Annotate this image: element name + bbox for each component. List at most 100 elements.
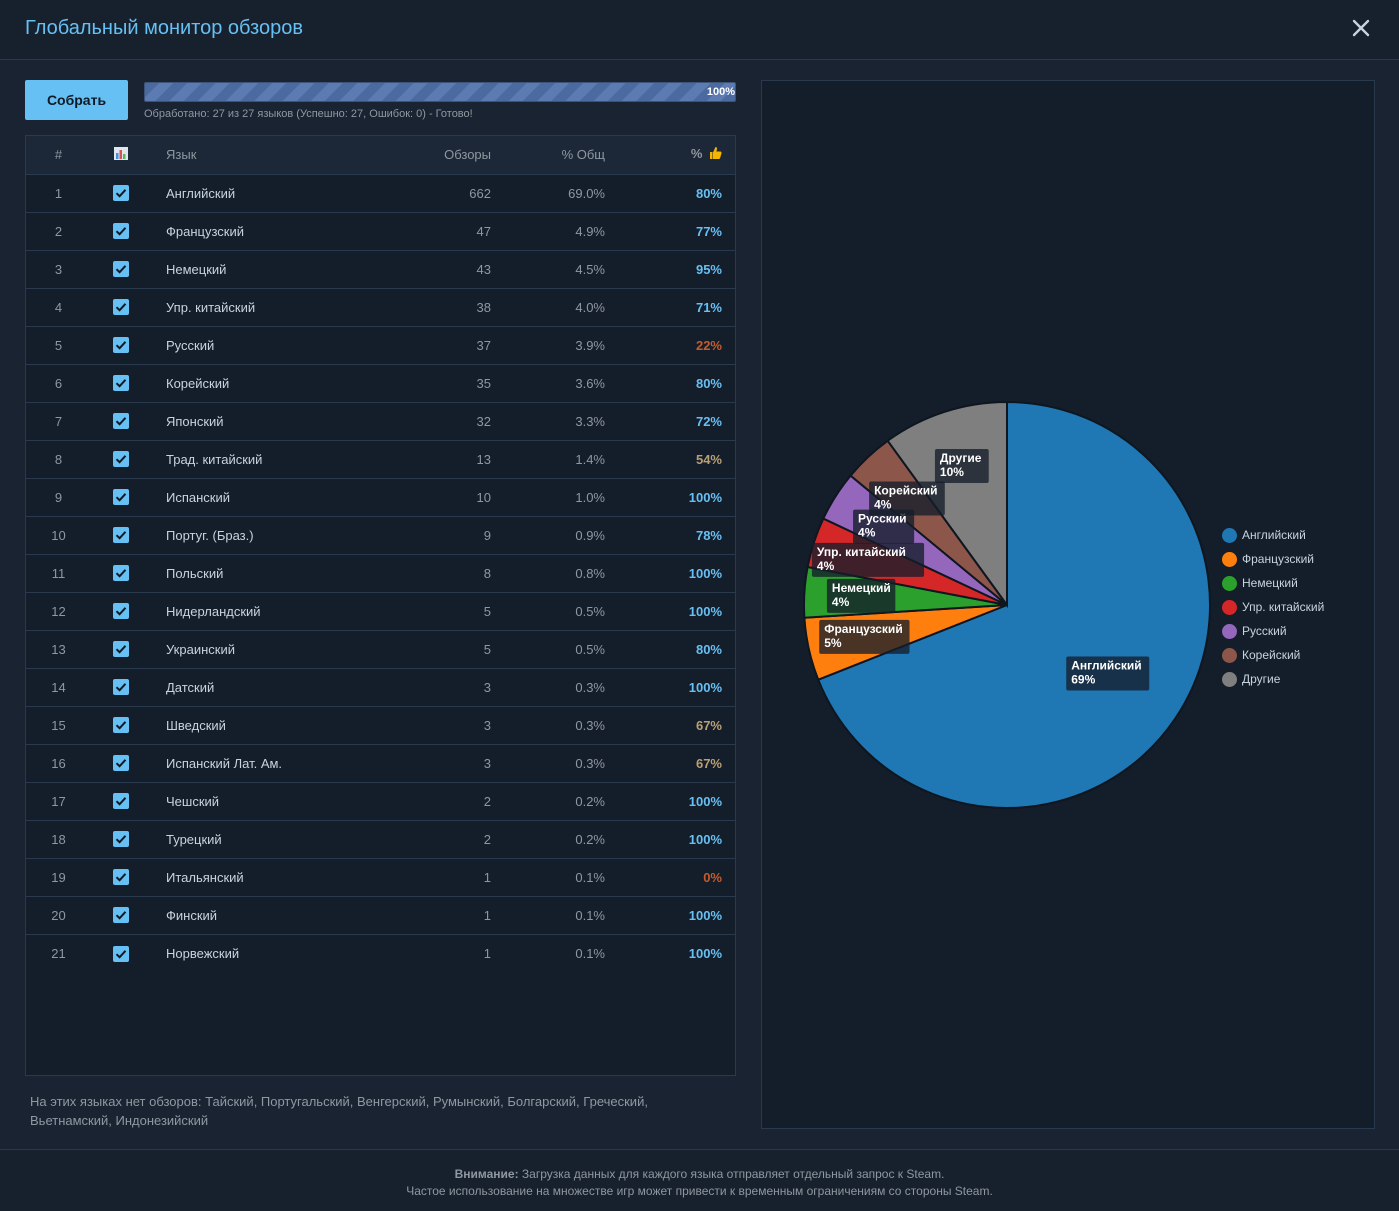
col-header-num[interactable]: # xyxy=(54,147,63,163)
table-row[interactable]: 2 Французский 47 4.9% 77% xyxy=(26,212,735,250)
row-checkbox[interactable] xyxy=(113,679,129,696)
pie-label-value: 5% xyxy=(824,636,842,650)
col-header-pct-positive[interactable]: % xyxy=(605,136,735,174)
row-checkbox[interactable] xyxy=(113,337,129,354)
close-icon[interactable] xyxy=(1349,16,1373,40)
table-row[interactable]: 6 Корейский 35 3.6% 80% xyxy=(26,364,735,402)
row-reviews: 38 xyxy=(476,299,491,315)
row-checkbox[interactable] xyxy=(113,451,129,468)
row-pct-positive: 80% xyxy=(695,641,722,657)
table-row[interactable]: 12 Нидерландский 5 0.5% 100% xyxy=(26,592,735,630)
footer-line-2: Частое использование на множестве игр мо… xyxy=(406,1184,993,1198)
row-checkbox[interactable] xyxy=(113,641,129,658)
col-header-pct-positive-label: % xyxy=(690,146,703,162)
legend-item[interactable]: Русский xyxy=(1222,619,1324,643)
row-pct-positive: 100% xyxy=(688,793,722,809)
row-pct-positive: 100% xyxy=(688,489,722,505)
row-checkbox[interactable] xyxy=(113,717,129,734)
pie-slice[interactable] xyxy=(816,400,1211,809)
row-checkbox[interactable] xyxy=(113,755,129,772)
row-checkbox[interactable] xyxy=(113,565,129,582)
row-reviews: 32 xyxy=(476,413,491,429)
table-row[interactable]: 15 Шведский 3 0.3% 67% xyxy=(26,706,735,744)
row-checkbox[interactable] xyxy=(113,375,129,392)
table-row[interactable]: 8 Трад. китайский 13 1.4% 54% xyxy=(26,440,735,478)
row-reviews: 5 xyxy=(483,641,491,657)
pie-label-bg xyxy=(869,481,945,516)
row-checkbox[interactable] xyxy=(113,299,129,316)
row-reviews: 1 xyxy=(483,907,491,923)
row-pct-total: 3.9% xyxy=(575,337,605,353)
row-pct-total: 4.5% xyxy=(575,261,605,277)
row-checkbox[interactable] xyxy=(113,185,129,202)
legend-item[interactable]: Английский xyxy=(1222,523,1324,547)
row-pct-total: 4.9% xyxy=(575,223,605,239)
row-pct-positive: 0% xyxy=(703,869,722,885)
row-checkbox-cell xyxy=(91,402,151,440)
table-row[interactable]: 20 Финский 1 0.1% 100% xyxy=(26,896,735,934)
footer-warning-label: Внимание: xyxy=(454,1167,519,1181)
row-reviews: 8 xyxy=(483,565,491,581)
row-language: Французский xyxy=(166,223,244,239)
col-header-reviews[interactable]: Обзоры xyxy=(444,147,491,163)
row-checkbox-cell xyxy=(91,440,151,478)
table-row[interactable]: 13 Украинский 5 0.5% 80% xyxy=(26,630,735,668)
table-row[interactable]: 17 Чешский 2 0.2% 100% xyxy=(26,782,735,820)
pie-label-value: 4% xyxy=(832,595,850,609)
legend-item[interactable]: Французский xyxy=(1222,547,1324,571)
col-header-chart[interactable] xyxy=(91,136,151,174)
progress-label: 100% xyxy=(706,86,735,98)
row-reviews: 37 xyxy=(476,337,491,353)
pie-label-bg xyxy=(811,542,925,577)
table-row[interactable]: 9 Испанский 10 1.0% 100% xyxy=(26,478,735,516)
table-row[interactable]: 4 Упр. китайский 38 4.0% 71% xyxy=(26,288,735,326)
table-row[interactable]: 7 Японский 32 3.3% 72% xyxy=(26,402,735,440)
footer-line-1-text: Загрузка данных для каждого языка отправ… xyxy=(521,1167,945,1181)
table-row[interactable]: 3 Немецкий 43 4.5% 95% xyxy=(26,250,735,288)
row-checkbox[interactable] xyxy=(113,945,129,962)
table-row[interactable]: 5 Русский 37 3.9% 22% xyxy=(26,326,735,364)
row-pct-total: 4.0% xyxy=(575,299,605,315)
row-checkbox[interactable] xyxy=(113,489,129,506)
row-pct-positive: 100% xyxy=(688,945,722,961)
row-checkbox[interactable] xyxy=(113,603,129,620)
legend-item[interactable]: Упр. китайский xyxy=(1222,595,1324,619)
pie-label-name: Английский xyxy=(1071,658,1141,672)
row-checkbox[interactable] xyxy=(113,793,129,810)
languages-table: # Язык Обзоры % Общ % xyxy=(25,135,736,1076)
row-checkbox[interactable] xyxy=(113,223,129,240)
row-checkbox-cell xyxy=(91,288,151,326)
row-language: Украинский xyxy=(166,641,235,657)
row-reviews: 2 xyxy=(483,793,491,809)
row-checkbox[interactable] xyxy=(113,261,129,278)
table-row[interactable]: 19 Итальянский 1 0.1% 0% xyxy=(26,858,735,896)
table-row[interactable]: 1 Английский 662 69.0% 80% xyxy=(26,174,735,212)
table-row[interactable]: 11 Польский 8 0.8% 100% xyxy=(26,554,735,592)
legend-item[interactable]: Корейский xyxy=(1222,643,1324,667)
row-pct-positive: 80% xyxy=(695,185,722,201)
table-row[interactable]: 16 Испанский Лат. Ам. 3 0.3% 67% xyxy=(26,744,735,782)
row-checkbox-cell xyxy=(91,668,151,706)
row-pct-total: 0.3% xyxy=(575,679,605,695)
legend-swatch xyxy=(1222,575,1237,591)
legend-item[interactable]: Немецкий xyxy=(1222,571,1324,595)
collect-button[interactable]: Собрать xyxy=(25,80,128,120)
row-number: 19 xyxy=(51,869,66,885)
row-checkbox[interactable] xyxy=(113,869,129,886)
row-checkbox[interactable] xyxy=(113,907,129,924)
col-header-lang[interactable]: Язык xyxy=(166,147,197,163)
table-row[interactable]: 14 Датский 3 0.3% 100% xyxy=(26,668,735,706)
pie-chart: Английский69%Французский5%Немецкий4%Упр.… xyxy=(803,400,1211,809)
chart-icon xyxy=(114,147,128,163)
col-header-pct-total[interactable]: % Общ xyxy=(561,147,605,163)
legend-item[interactable]: Другие xyxy=(1222,667,1324,691)
table-row[interactable]: 18 Турецкий 2 0.2% 100% xyxy=(26,820,735,858)
table-row[interactable]: 10 Португ. (Браз.) 9 0.9% 78% xyxy=(26,516,735,554)
row-checkbox[interactable] xyxy=(113,831,129,848)
table-row[interactable]: 21 Норвежский 1 0.1% 100% xyxy=(26,934,735,972)
row-checkbox[interactable] xyxy=(113,527,129,544)
row-checkbox[interactable] xyxy=(113,413,129,430)
